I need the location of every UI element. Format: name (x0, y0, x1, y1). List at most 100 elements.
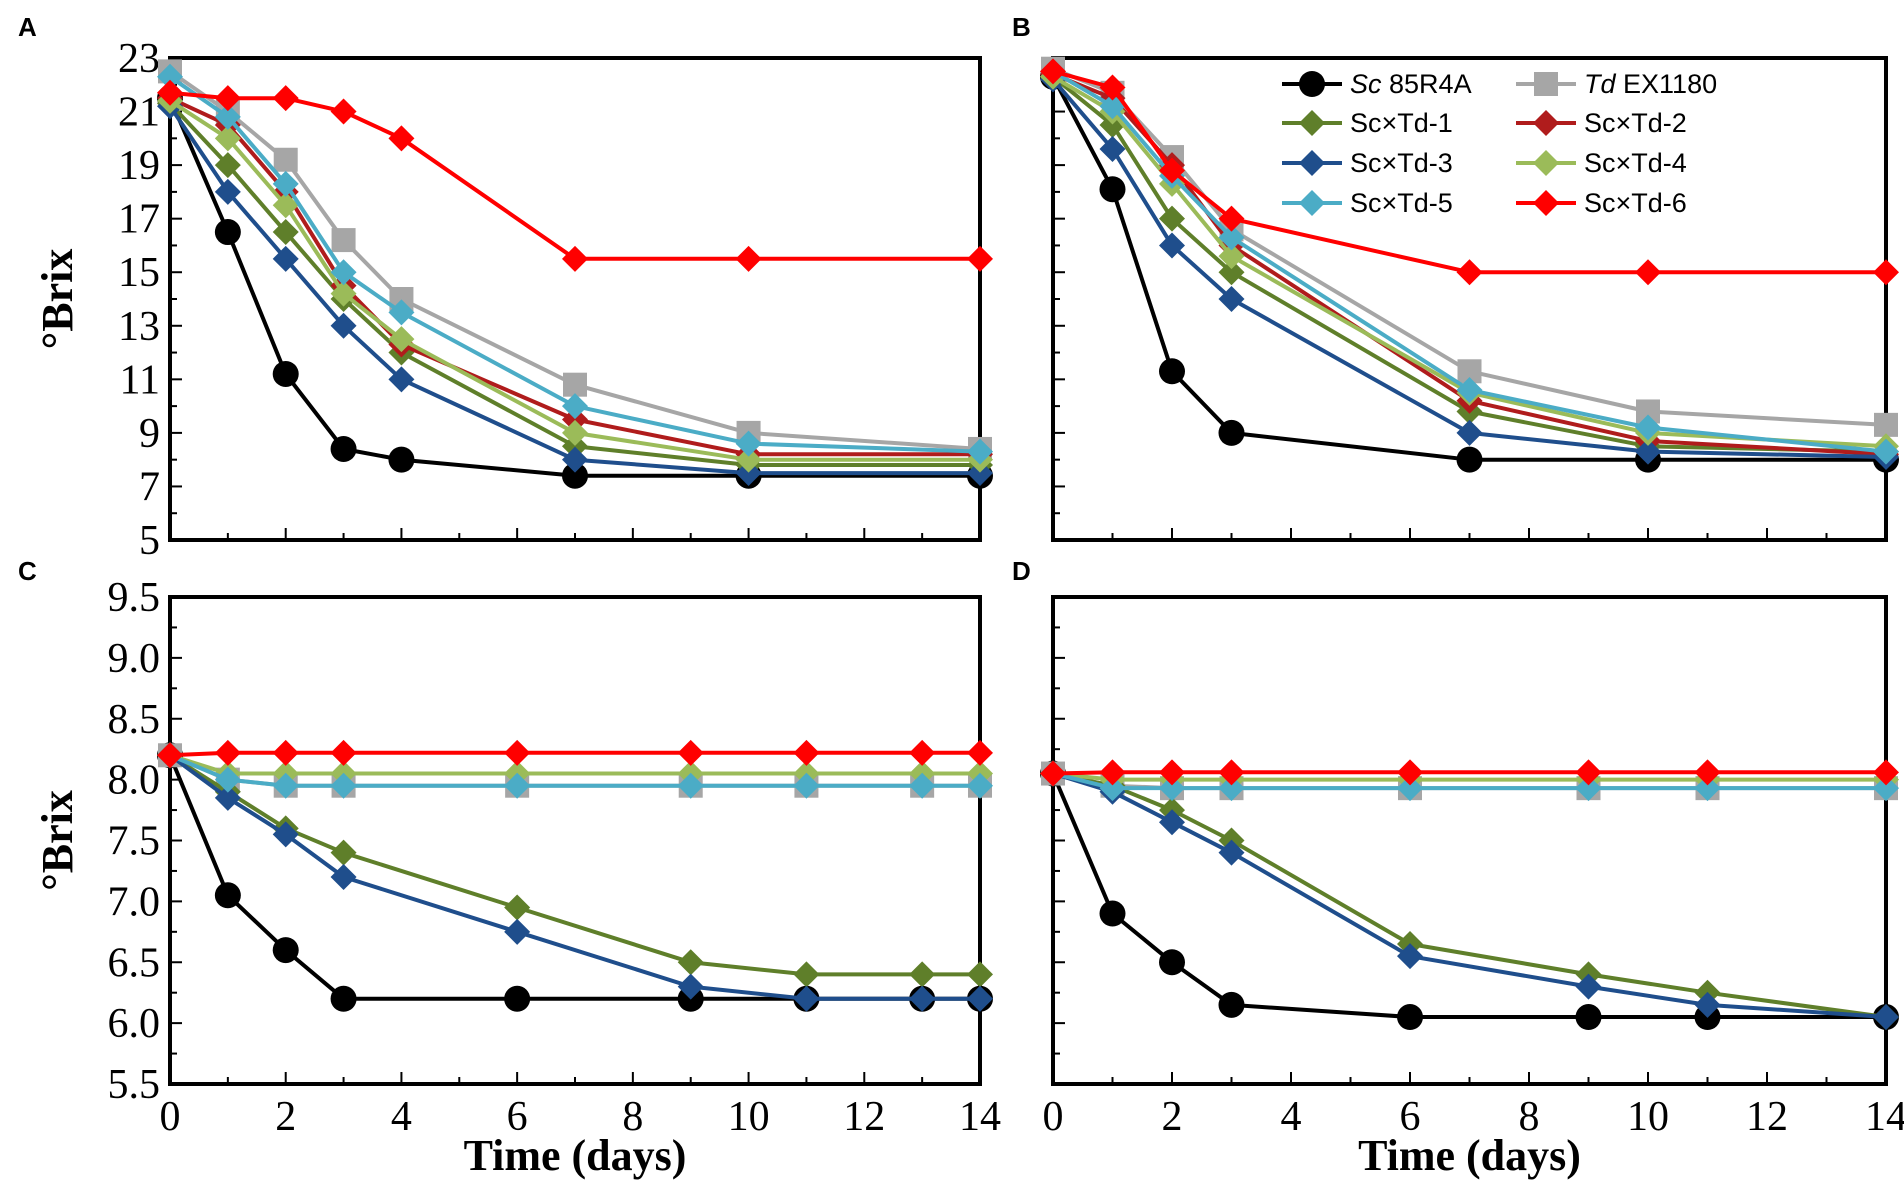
panel-c-x-axis-title: Time (days) (464, 1131, 687, 1180)
data-point (388, 446, 415, 473)
data-point (909, 961, 936, 988)
data-point (1397, 759, 1423, 786)
panel-d-x-tick-label: 6 (1400, 1094, 1421, 1140)
data-point (967, 985, 993, 1012)
data-point (1099, 136, 1126, 163)
data-point (1218, 759, 1245, 786)
data-point (1218, 224, 1245, 251)
data-point (909, 985, 936, 1012)
panel-d-frame (1051, 595, 1888, 1086)
legend-marker (1533, 110, 1559, 136)
data-point (330, 435, 357, 462)
data-point (330, 259, 357, 286)
data-point (1456, 259, 1483, 286)
data-point (214, 784, 241, 811)
data-point (272, 360, 299, 387)
panel-c-y-axis-title: °Brix (33, 790, 82, 891)
data-point (967, 245, 993, 272)
series-line (168, 99, 980, 462)
data-point (214, 766, 241, 793)
series-line (168, 75, 981, 454)
legend-label: Sc×Td-3 (1350, 148, 1453, 178)
data-point (388, 326, 415, 353)
data-point (1694, 759, 1721, 786)
panel-d-x-axis-title: Time (days) (1358, 1131, 1581, 1180)
panel-a-y-tick-label: 7 (139, 464, 160, 510)
panel-d-x-tick-label: 12 (1746, 1094, 1788, 1140)
data-point (272, 85, 299, 112)
panel-a-y-tick-label: 19 (118, 143, 160, 189)
series-scxtd-1 (1040, 760, 1899, 1031)
legend-label: Sc×Td-1 (1350, 108, 1453, 138)
data-point (1635, 414, 1661, 441)
panel-a-y-tick-label: 23 (118, 36, 160, 82)
data-point (1694, 991, 1721, 1018)
panel-a-y-tick-label: 5 (139, 518, 160, 564)
data-point (1218, 243, 1245, 270)
legend-label: Sc 85R4A (1350, 69, 1472, 99)
data-point (562, 433, 588, 460)
data-point (1873, 1004, 1899, 1031)
data-point (1218, 286, 1245, 312)
panel-a-letter: A (18, 12, 37, 42)
data-point (1873, 759, 1899, 786)
panel-a-y-axis-title: °Brix (33, 249, 82, 350)
data-point (1218, 419, 1245, 446)
panel-d-x-tick-label: 2 (1162, 1094, 1183, 1140)
data-point (1397, 943, 1423, 970)
data-point (330, 312, 357, 339)
data-point (157, 79, 183, 106)
data-point (1456, 446, 1483, 473)
panel-c-x-tick-label: 2 (275, 1094, 296, 1140)
data-point (793, 739, 820, 766)
data-point (1159, 232, 1185, 259)
legend-item-scxtd-4: Sc×Td-4 (1516, 148, 1687, 178)
legend: Sc 85R4A Td EX1180 Sc×Td-1 Sc×Td-2 Sc×Td-3 Sc… (1282, 69, 1717, 218)
panel-a-y-tick-label: 9 (139, 411, 160, 457)
data-point (1397, 775, 1423, 802)
panel-a-y-tick-label: 17 (118, 197, 160, 243)
legend-label: Sc×Td-5 (1350, 188, 1453, 218)
data-point (331, 228, 356, 253)
panel-c-y-tick-label: 6.0 (108, 1001, 161, 1047)
data-point (330, 985, 357, 1012)
data-point (330, 739, 357, 766)
panel-a: A 5 7 9 11 13 15 17 19 21 23 °Brix (18, 12, 993, 564)
data-point (214, 219, 241, 246)
data-point (562, 245, 588, 272)
data-point (1575, 1004, 1602, 1031)
legend-item-td-ex1180: Td EX1180 (1516, 69, 1717, 99)
data-point (272, 772, 299, 799)
series-scxtd-3 (1040, 66, 1899, 470)
panel-a-y-tick-label: 15 (118, 250, 160, 296)
series-scxtd-6 (157, 739, 993, 769)
data-point (1099, 900, 1126, 927)
data-point (1635, 259, 1661, 286)
data-point (677, 949, 704, 976)
legend-item-scxtd-5: Sc×Td-5 (1282, 188, 1453, 218)
data-point (562, 446, 588, 473)
data-point (735, 460, 762, 487)
data-point (793, 961, 820, 988)
panel-d-x-tick-label: 10 (1627, 1094, 1669, 1140)
data-point (330, 839, 357, 866)
series-scxtd-6 (1040, 759, 1899, 787)
panel-c: C 5.5 6.0 6.5 7.0 7.5 8.0 8.5 9.0 9.5 0 2 4 6 8 10 12 14 T… (18, 556, 1001, 1180)
legend-item-scxtd-1: Sc×Td-1 (1282, 108, 1453, 138)
data-point (1099, 74, 1126, 101)
panel-a-y-tick-label: 11 (120, 357, 160, 403)
series-scxtd-6 (1040, 58, 1899, 286)
panel-d-x-tick-label: 0 (1043, 1094, 1064, 1140)
legend-label: Sc×Td-6 (1584, 188, 1687, 218)
panel-c-y-tick-label: 8.0 (108, 758, 161, 804)
data-point (214, 152, 241, 179)
data-point (504, 918, 531, 945)
data-point (388, 366, 415, 393)
panel-a-y-tick-label: 13 (118, 304, 160, 350)
data-point (1159, 949, 1185, 976)
data-point (562, 462, 588, 489)
data-point (1040, 58, 1066, 85)
data-point (1575, 775, 1602, 802)
data-point (1218, 259, 1245, 286)
data-point (157, 742, 183, 769)
